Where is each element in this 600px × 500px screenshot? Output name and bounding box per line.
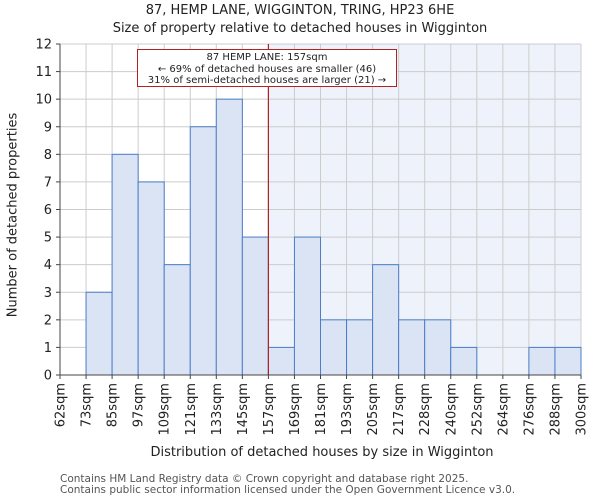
bar: [215, 98, 243, 376]
chart-subtitle: Size of property relative to detached ho…: [112, 21, 488, 36]
bar: [85, 291, 113, 376]
annotation-box: 87 HEMP LANE: 157sqm ← 69% of detached h…: [137, 49, 397, 87]
x-tick-label: 121sqm: [184, 383, 199, 436]
x-tick-label: 97sqm: [132, 383, 147, 427]
footer-line-1: Contains HM Land Registry data © Crown c…: [60, 473, 469, 485]
x-tick-label: 157sqm: [262, 383, 277, 436]
bar: [450, 346, 478, 376]
x-axis-label: Distribution of detached houses by size …: [150, 445, 494, 460]
y-tick-label: 10: [35, 93, 52, 108]
y-tick-label: 8: [44, 148, 52, 163]
x-tick-label: 85sqm: [106, 383, 121, 427]
bar: [111, 153, 139, 376]
bar: [372, 264, 400, 376]
x-tick-label: 205sqm: [366, 383, 381, 436]
y-tick-label: 3: [44, 286, 52, 301]
x-tick-label: 288sqm: [548, 383, 563, 436]
footer-line-2: Contains public sector information licen…: [60, 484, 516, 496]
x-tick-label: 181sqm: [314, 383, 329, 436]
x-tick-label: 133sqm: [210, 383, 225, 436]
y-tick-label: 12: [35, 38, 52, 53]
x-tick-label: 169sqm: [288, 383, 303, 436]
bar: [163, 264, 191, 376]
annotation-line-3: 31% of semi-detached houses are larger (…: [147, 75, 387, 86]
bar: [267, 346, 295, 376]
x-tick-label: 193sqm: [340, 383, 355, 436]
bar: [424, 319, 452, 376]
x-tick-label: 73sqm: [80, 383, 95, 427]
x-tick-label: 300sqm: [575, 383, 590, 436]
bar: [554, 346, 582, 376]
x-tick-label: 145sqm: [236, 383, 251, 436]
x-tick-label: 62sqm: [54, 383, 69, 427]
x-tick-label: 252sqm: [470, 383, 485, 436]
annotation-line-1: 87 HEMP LANE: 157sqm: [206, 52, 328, 63]
x-tick-label: 240sqm: [444, 383, 459, 436]
y-tick-label: 2: [44, 313, 52, 328]
y-tick-label: 4: [44, 258, 52, 273]
bar: [241, 236, 269, 376]
y-tick-label: 1: [44, 341, 52, 356]
y-tick-label: 0: [44, 369, 52, 384]
bar: [320, 319, 348, 376]
x-tick-label: 264sqm: [496, 383, 511, 436]
x-tick-label: 217sqm: [392, 383, 407, 436]
y-axis-label: Number of detached properties: [5, 112, 21, 318]
bar: [137, 181, 165, 376]
y-tick-label: 11: [35, 65, 52, 80]
x-tick-label: 228sqm: [418, 383, 433, 436]
annotation-line-2: ← 69% of detached houses are smaller (46…: [157, 63, 377, 75]
x-tick-label: 276sqm: [522, 383, 537, 436]
bar: [293, 236, 322, 376]
bar: [528, 346, 556, 376]
y-tick-label: 5: [44, 231, 52, 246]
bar: [398, 319, 426, 376]
y-tick-label: 6: [44, 203, 52, 218]
chart-title: 87, HEMP LANE, WIGGINTON, TRING, HP23 6H…: [145, 3, 455, 18]
y-tick-label: 7: [44, 175, 52, 190]
bar: [346, 319, 374, 376]
y-tick-label: 9: [44, 120, 52, 135]
x-tick-label: 109sqm: [158, 383, 173, 436]
bar: [189, 126, 217, 376]
